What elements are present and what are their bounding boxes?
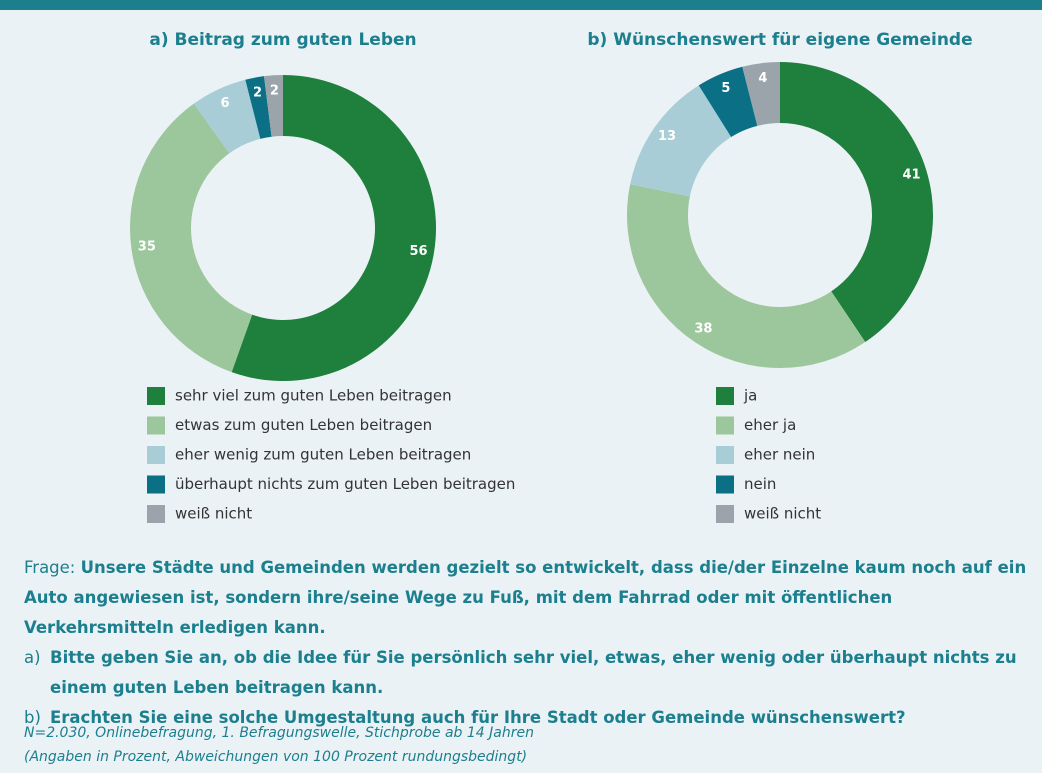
question-text: Unsere Städte und Gemeinden werden gezie… xyxy=(24,558,1027,637)
notes: N=2.030, Onlinebefragung, 1. Befragungsw… xyxy=(24,721,534,769)
donut-slice xyxy=(193,79,261,154)
data-label: 35 xyxy=(138,240,156,255)
data-label: 2 xyxy=(253,85,262,100)
legend-swatch xyxy=(147,387,165,405)
legend-label: eher nein xyxy=(744,446,815,464)
legend-swatch xyxy=(716,387,734,405)
data-label: 6 xyxy=(220,96,229,111)
data-label: 13 xyxy=(658,129,676,144)
question-item: b) Erachten Sie eine solche Umgestaltung … xyxy=(24,703,1039,733)
data-label: 41 xyxy=(902,167,920,182)
chart-title: b) Wünschenswert für eigene Gemeinde xyxy=(587,30,972,50)
legend-label: weiß nicht xyxy=(744,505,821,523)
note: N=2.030, Onlinebefragung, 1. Befragungsw… xyxy=(24,725,534,741)
legend-swatch xyxy=(716,446,734,464)
data-label: 38 xyxy=(694,322,712,337)
data-label: 2 xyxy=(270,83,279,98)
legend-swatch xyxy=(147,446,165,464)
donut-slice xyxy=(698,66,758,138)
question-item: a) Bitte geben Sie an, ob die Idee für Si… xyxy=(24,643,1039,703)
legend-label: weiß nicht xyxy=(175,505,252,523)
legend-label: eher wenig zum guten Leben beitragen xyxy=(175,446,471,464)
legend-label: etwas zum guten Leben beitragen xyxy=(175,416,432,434)
data-label: 5 xyxy=(721,81,730,96)
note: (Angaben in Prozent, Abweichungen von 10… xyxy=(24,749,528,765)
data-label: 56 xyxy=(409,244,427,259)
chart-title: a) Beitrag zum guten Leben xyxy=(149,30,416,50)
legend-swatch xyxy=(716,416,734,435)
question-label: Frage: xyxy=(24,558,76,577)
legend-label: eher ja xyxy=(744,416,796,434)
legend-swatch xyxy=(147,505,165,523)
donut-slice xyxy=(129,103,253,373)
legend-swatch xyxy=(716,475,734,494)
legend-swatch xyxy=(147,416,165,435)
donut-slice xyxy=(627,184,866,368)
legend-swatch xyxy=(716,505,734,523)
donut-slice xyxy=(780,62,934,343)
legend-swatch xyxy=(147,475,165,494)
donut-slice xyxy=(630,85,732,197)
item-text: Bitte geben Sie an, ob die Idee für Sie … xyxy=(50,648,1017,697)
legend-label: ja xyxy=(743,387,757,405)
item-label: a) xyxy=(24,648,41,667)
legend-label: überhaupt nichts zum guten Leben beitrag… xyxy=(175,475,515,493)
question-main: Frage: Unsere Städte und Gemeinden werde… xyxy=(24,553,1039,643)
data-label: 4 xyxy=(758,71,767,86)
donut-slice xyxy=(245,76,272,139)
top-bar xyxy=(0,0,1042,10)
item-label: b) xyxy=(24,708,41,727)
question: Frage: Unsere Städte und Gemeinden werde… xyxy=(24,553,1039,733)
item-text: Erachten Sie eine solche Umgestaltung au… xyxy=(50,708,906,727)
legend-label: sehr viel zum guten Leben beitragen xyxy=(175,387,452,405)
donut-slice xyxy=(231,75,436,381)
legend-label: nein xyxy=(744,475,776,493)
donut-slice xyxy=(742,62,780,126)
charts: a) Beitrag zum guten Leben 56 35 6 2 2 sehr vi… xyxy=(129,30,973,523)
donut-slice xyxy=(264,75,283,137)
